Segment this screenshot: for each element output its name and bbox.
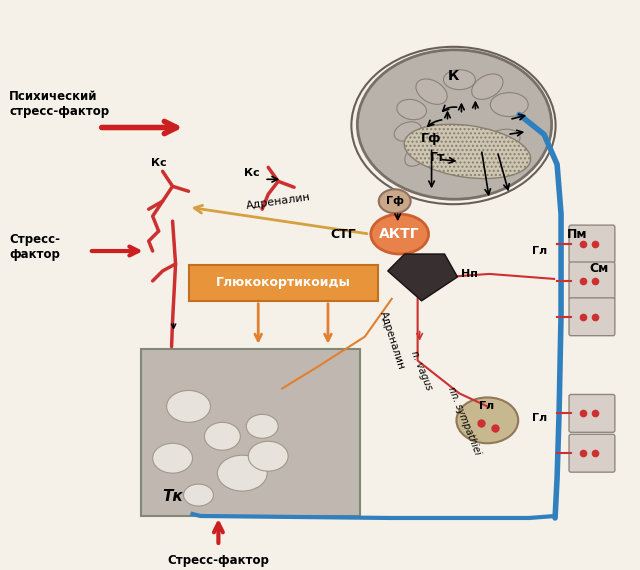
FancyBboxPatch shape (569, 394, 615, 432)
Ellipse shape (397, 99, 426, 120)
Ellipse shape (153, 443, 193, 473)
FancyBboxPatch shape (189, 265, 378, 301)
Ellipse shape (404, 124, 531, 178)
Text: n. vagus: n. vagus (409, 349, 434, 392)
Ellipse shape (246, 414, 278, 438)
Text: Гл: Гл (532, 246, 547, 256)
Ellipse shape (456, 397, 518, 443)
Text: Гф: Гф (421, 132, 442, 145)
Ellipse shape (486, 129, 520, 150)
Text: Психический
стресс-фактор: Психический стресс-фактор (9, 89, 109, 117)
FancyBboxPatch shape (569, 225, 615, 263)
FancyBboxPatch shape (569, 298, 615, 336)
FancyBboxPatch shape (141, 349, 360, 516)
Text: Стресс-
фактор: Стресс- фактор (9, 233, 60, 261)
FancyBboxPatch shape (569, 262, 615, 300)
Text: Кс: Кс (244, 168, 260, 178)
Text: Гф: Гф (386, 196, 404, 206)
Ellipse shape (379, 189, 411, 213)
Ellipse shape (184, 484, 213, 506)
Text: Нп: Нп (461, 269, 478, 279)
Text: Адреналин: Адреналин (245, 192, 311, 211)
Ellipse shape (357, 50, 552, 200)
Text: Пм: Пм (567, 227, 588, 241)
Text: Кс: Кс (150, 158, 166, 168)
Ellipse shape (490, 93, 528, 116)
Ellipse shape (204, 422, 240, 450)
Text: Глюкокортикоиды: Глюкокортикоиды (216, 276, 351, 290)
Ellipse shape (444, 70, 476, 89)
Ellipse shape (463, 146, 492, 166)
Ellipse shape (248, 441, 288, 471)
Text: Адреналин: Адреналин (378, 310, 406, 371)
Ellipse shape (371, 214, 429, 254)
Polygon shape (388, 254, 458, 301)
Ellipse shape (218, 455, 268, 491)
Ellipse shape (416, 79, 447, 104)
FancyBboxPatch shape (569, 434, 615, 472)
Text: nn. sympathiei: nn. sympathiei (446, 385, 483, 456)
Text: АКТГ: АКТГ (380, 227, 420, 241)
Text: Гл: Гл (479, 401, 494, 412)
Text: Стресс-фактор: Стресс-фактор (168, 554, 269, 567)
Text: Гт: Гт (430, 152, 445, 164)
Text: К: К (448, 69, 459, 83)
Text: Гл: Гл (532, 413, 547, 424)
Ellipse shape (405, 142, 431, 166)
Ellipse shape (394, 122, 421, 141)
Text: См: См (589, 262, 608, 275)
Ellipse shape (472, 74, 503, 99)
Text: СТГ: СТГ (330, 227, 356, 241)
Text: Тк: Тк (162, 488, 183, 503)
Ellipse shape (166, 390, 211, 422)
